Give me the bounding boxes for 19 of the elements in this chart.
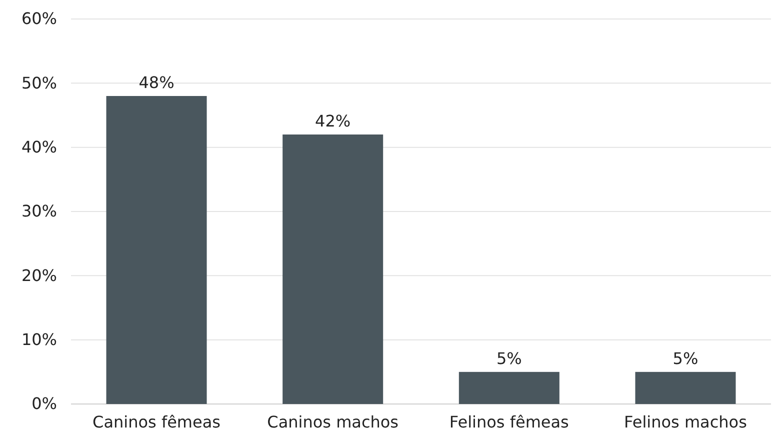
bar: [106, 96, 207, 404]
data-label: 5%: [672, 348, 698, 368]
y-tick-label: 60%: [21, 9, 57, 28]
data-label: 48%: [138, 73, 174, 92]
y-tick-label: 20%: [21, 266, 57, 285]
x-tick-label: Caninos fêmeas: [92, 412, 220, 432]
y-tick-label: 10%: [21, 330, 57, 349]
bar: [635, 372, 736, 404]
bar: [458, 372, 560, 404]
x-tick-label: Felinos fêmeas: [449, 412, 569, 432]
x-tick-label: Felinos machos: [624, 412, 747, 432]
x-tick-label: Caninos machos: [267, 412, 399, 432]
y-tick-label: 0%: [32, 394, 57, 414]
y-tick-label: 30%: [21, 202, 57, 221]
data-label: 42%: [315, 112, 351, 130]
y-tick-label: 40%: [21, 137, 57, 156]
y-tick-label: 50%: [21, 73, 57, 92]
bar: [282, 134, 384, 404]
data-label: 5%: [496, 348, 522, 368]
